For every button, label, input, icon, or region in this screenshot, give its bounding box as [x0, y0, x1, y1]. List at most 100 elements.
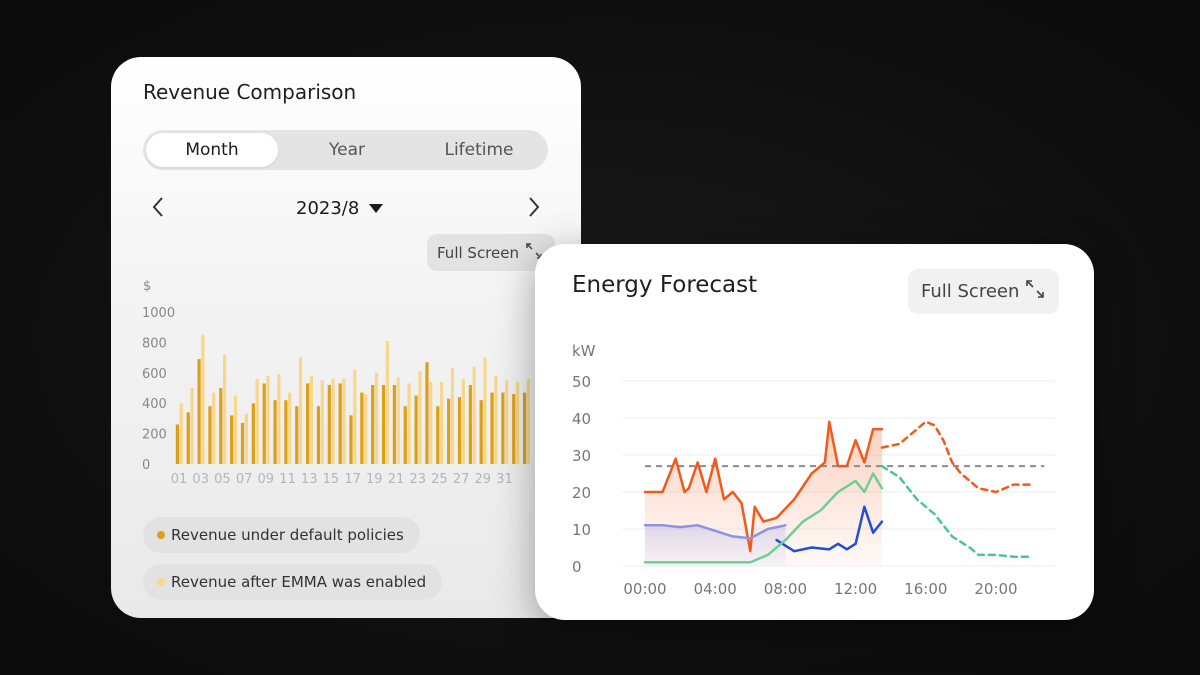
bar-default — [338, 383, 342, 464]
x-tick-label: 08:00 — [764, 580, 807, 598]
expand-icon — [1025, 279, 1045, 304]
y-axis-unit: $ — [143, 279, 151, 294]
series-line-1 — [880, 420, 1033, 494]
bar-default — [349, 415, 353, 464]
full-screen-button[interactable]: Full Screen — [427, 234, 555, 271]
y-tick-label: 20 — [572, 484, 591, 502]
x-tick-label: 11 — [279, 472, 296, 487]
forecast-card-title: Energy Forecast — [572, 272, 758, 298]
bar-emma — [277, 374, 281, 464]
y-tick-label: 200 — [142, 428, 167, 443]
bar-emma — [342, 378, 346, 464]
bar-emma — [309, 375, 313, 464]
x-tick-label: 05 — [214, 472, 231, 487]
x-tick-label: 25 — [431, 472, 448, 487]
bar-default — [208, 406, 212, 464]
x-tick-label: 04:00 — [694, 580, 737, 598]
bar-emma — [364, 394, 368, 464]
bar-emma — [201, 334, 205, 464]
bar-emma — [190, 388, 194, 464]
bar-default — [436, 406, 440, 464]
bar-default — [371, 384, 375, 464]
full-screen-label: Full Screen — [921, 281, 1020, 302]
legend-label-emma: Revenue after EMMA was enabled — [171, 573, 427, 591]
chevron-left-icon[interactable] — [149, 195, 169, 219]
bar-default — [501, 392, 505, 464]
bar-emma — [505, 380, 509, 464]
series-line-3 — [775, 505, 884, 553]
selected-month: 2023/8 — [296, 197, 360, 219]
legend-label-default: Revenue under default policies — [171, 526, 404, 544]
bar-emma — [223, 354, 227, 464]
x-tick-label: 16:00 — [904, 580, 947, 598]
series-area-2 — [645, 525, 786, 566]
x-tick-label: 20:00 — [974, 580, 1017, 598]
bar-emma — [418, 371, 422, 464]
tab-month[interactable]: Month — [146, 133, 278, 167]
legend-dot-default — [157, 531, 165, 539]
revenue-card-title: Revenue Comparison — [143, 80, 357, 104]
bar-emma — [526, 378, 530, 464]
bar-emma — [288, 392, 292, 464]
y-tick-label: 0 — [142, 458, 150, 473]
bar-default — [523, 392, 527, 464]
bar-emma — [396, 377, 400, 464]
period-tabs: Month Year Lifetime — [143, 130, 548, 170]
bar-emma — [320, 380, 324, 464]
bar-emma — [429, 381, 433, 464]
bar-default — [197, 359, 201, 464]
bar-default — [425, 362, 429, 464]
series-line-2 — [643, 524, 787, 540]
bar-default — [316, 406, 321, 464]
bar-emma — [233, 395, 238, 464]
x-tick-label: 23 — [409, 472, 426, 487]
energy-forecast-line-chart: kW 0 10 20 30 40 50 00:00 04:00 08:00 12:00 16:00 20… — [572, 342, 1055, 598]
month-selector[interactable]: 2023/8 — [296, 195, 384, 221]
tab-year[interactable]: Year — [329, 140, 365, 160]
bar-emma — [407, 383, 411, 464]
bar-emma — [298, 357, 303, 464]
full-screen-button[interactable]: Full Screen — [908, 269, 1060, 314]
y-tick-label: 600 — [142, 367, 167, 382]
x-tick-label: 09 — [258, 472, 275, 487]
x-tick-label: 21 — [388, 472, 405, 487]
legend-item-emma[interactable]: Revenue after EMMA was enabled — [143, 564, 443, 600]
y-tick-label: 1000 — [142, 306, 175, 321]
bar-default — [392, 384, 396, 464]
bar-default — [414, 395, 418, 464]
chevron-right-icon[interactable] — [523, 195, 543, 219]
y-tick-label: 0 — [572, 558, 582, 576]
bar-default — [262, 383, 266, 464]
bar-emma — [472, 366, 476, 464]
bar-emma — [179, 403, 183, 464]
x-tick-label: 01 — [171, 472, 188, 487]
x-tick-label: 00:00 — [623, 580, 666, 598]
legend-dot-emma — [157, 578, 165, 586]
bar-emma — [461, 378, 465, 464]
x-tick-label: 27 — [453, 472, 470, 487]
bar-default — [490, 392, 494, 464]
revenue-comparison-card: Revenue Comparison Month Year Lifetime 2… — [111, 57, 581, 618]
bar-default — [327, 384, 331, 464]
y-tick-label: 400 — [142, 397, 167, 412]
bar-emma — [515, 381, 520, 464]
bar-emma — [266, 375, 270, 464]
bar-default — [230, 415, 234, 464]
bar-emma — [450, 368, 455, 464]
bar-default — [512, 394, 516, 464]
bar-emma — [385, 340, 389, 464]
legend-item-default[interactable]: Revenue under default policies — [143, 517, 420, 553]
bar-emma — [494, 375, 498, 464]
bar-default — [403, 406, 407, 464]
x-tick-label: 07 — [236, 472, 253, 487]
bar-emma — [483, 357, 487, 464]
y-tick-label: 40 — [572, 410, 591, 428]
bar-default — [240, 422, 245, 464]
bar-default — [360, 392, 364, 464]
tab-lifetime[interactable]: Lifetime — [444, 140, 514, 160]
bar-default — [219, 388, 223, 464]
series-line-4 — [643, 472, 884, 564]
bar-emma — [244, 413, 248, 464]
energy-forecast-card: Energy Forecast Full Screen kW 0 10 20 30 40 5… — [535, 244, 1094, 620]
x-tick-label: 19 — [366, 472, 383, 487]
